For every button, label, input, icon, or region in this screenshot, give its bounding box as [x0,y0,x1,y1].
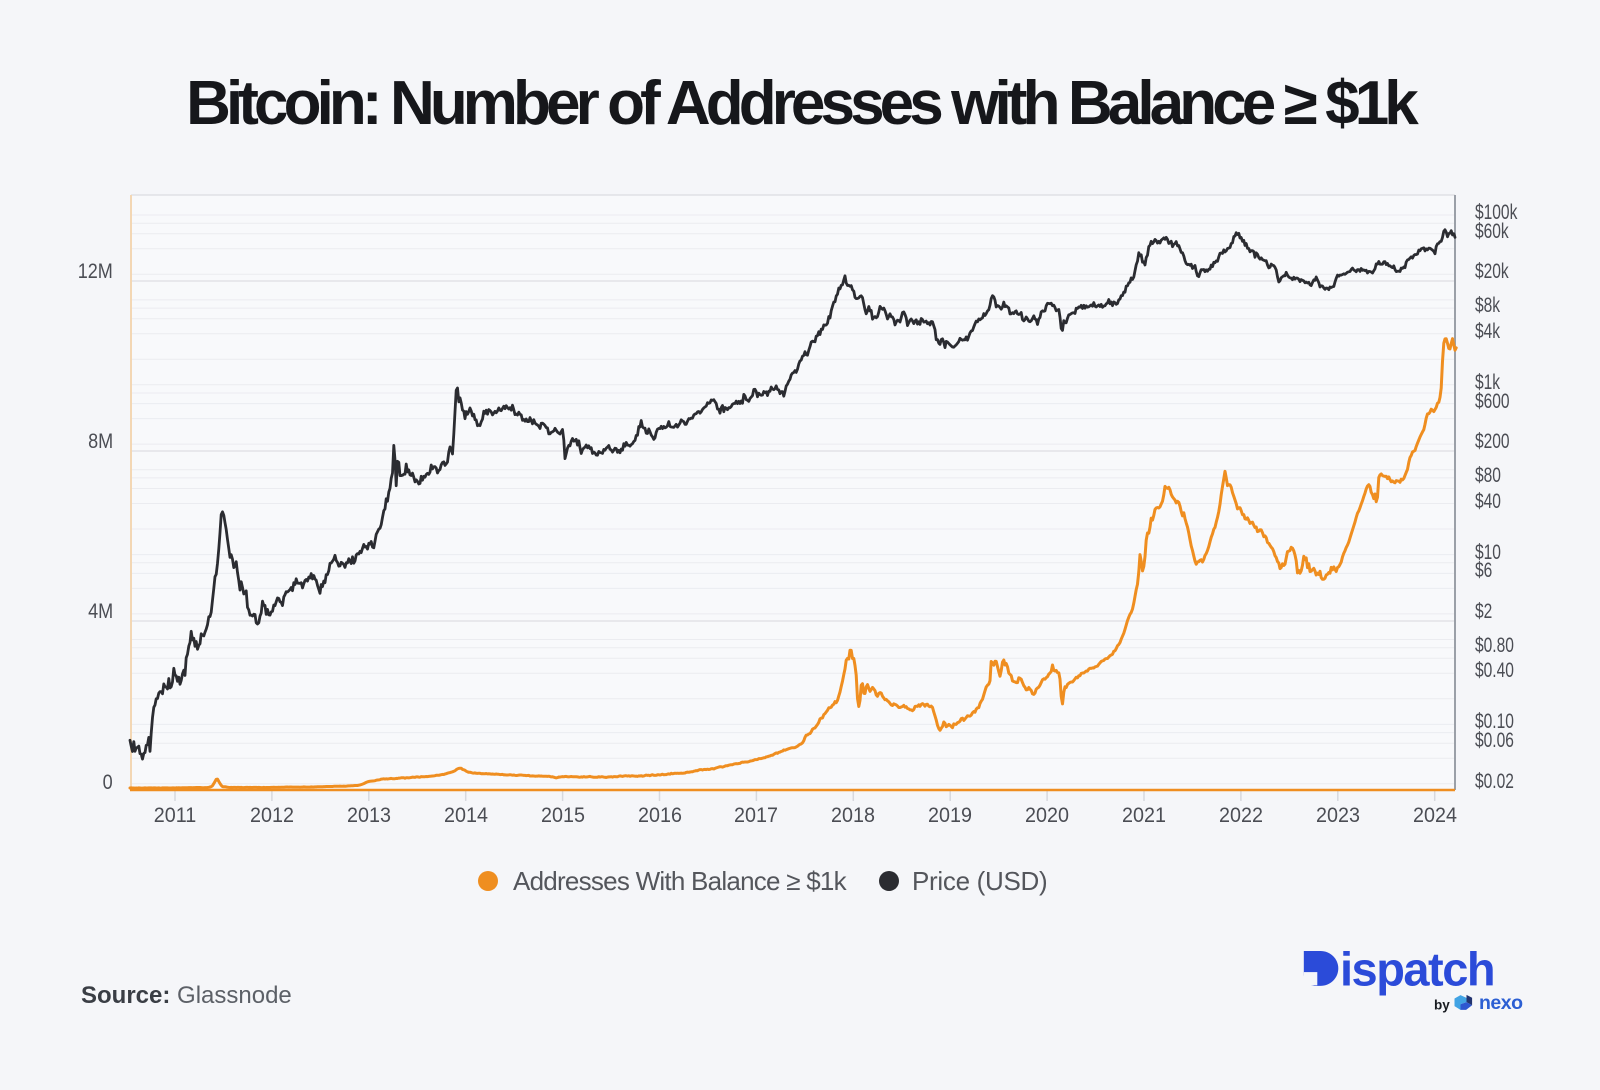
svg-text:nexo: nexo [1479,992,1523,1014]
svg-text:ispatch: ispatch [1340,943,1494,996]
svg-text:by: by [1434,998,1450,1013]
